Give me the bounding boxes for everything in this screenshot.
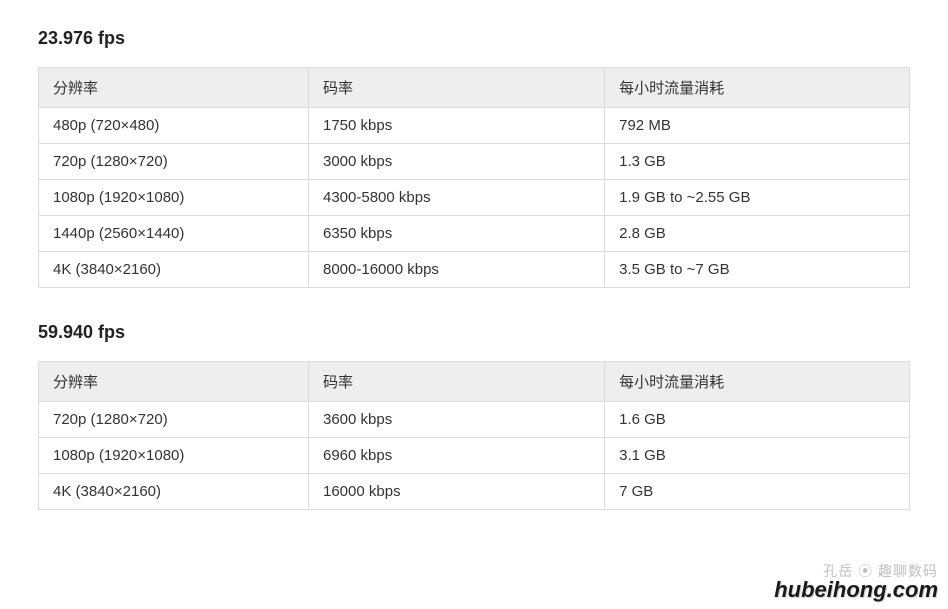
section-title-1: 59.940 fps <box>38 322 910 343</box>
cell-resolution: 1440p (2560×1440) <box>39 216 309 252</box>
table-row: 1440p (2560×1440) 6350 kbps 2.8 GB <box>39 216 910 252</box>
table-23-976-fps: 分辨率 码率 每小时流量消耗 480p (720×480) 1750 kbps … <box>38 67 910 288</box>
watermark-line2: hubeihong.com <box>774 577 938 603</box>
table-row: 1080p (1920×1080) 6960 kbps 3.1 GB <box>39 438 910 474</box>
cell-data-usage: 1.3 GB <box>605 144 910 180</box>
cell-resolution: 480p (720×480) <box>39 108 309 144</box>
cell-data-usage: 1.6 GB <box>605 402 910 438</box>
cell-bitrate: 16000 kbps <box>309 474 605 510</box>
col-header-data-usage: 每小时流量消耗 <box>605 68 910 108</box>
page-container: 23.976 fps 分辨率 码率 每小时流量消耗 480p (720×480)… <box>0 0 948 530</box>
table-header-row: 分辨率 码率 每小时流量消耗 <box>39 362 910 402</box>
cell-resolution: 4K (3840×2160) <box>39 474 309 510</box>
table-row: 4K (3840×2160) 8000-16000 kbps 3.5 GB to… <box>39 252 910 288</box>
cell-resolution: 4K (3840×2160) <box>39 252 309 288</box>
watermark: 孔岳 ⦿ 趣聊数码 hubeihong.com <box>774 561 938 603</box>
cell-bitrate: 4300-5800 kbps <box>309 180 605 216</box>
cell-resolution: 720p (1280×720) <box>39 144 309 180</box>
table-header-row: 分辨率 码率 每小时流量消耗 <box>39 68 910 108</box>
cell-resolution: 720p (1280×720) <box>39 402 309 438</box>
table-row: 4K (3840×2160) 16000 kbps 7 GB <box>39 474 910 510</box>
col-header-resolution: 分辨率 <box>39 362 309 402</box>
cell-data-usage: 2.8 GB <box>605 216 910 252</box>
cell-data-usage: 3.1 GB <box>605 438 910 474</box>
col-header-bitrate: 码率 <box>309 68 605 108</box>
cell-bitrate: 1750 kbps <box>309 108 605 144</box>
cell-bitrate: 3000 kbps <box>309 144 605 180</box>
cell-resolution: 1080p (1920×1080) <box>39 438 309 474</box>
col-header-bitrate: 码率 <box>309 362 605 402</box>
cell-bitrate: 6960 kbps <box>309 438 605 474</box>
cell-bitrate: 8000-16000 kbps <box>309 252 605 288</box>
table-row: 480p (720×480) 1750 kbps 792 MB <box>39 108 910 144</box>
table-row: 720p (1280×720) 3000 kbps 1.3 GB <box>39 144 910 180</box>
cell-bitrate: 3600 kbps <box>309 402 605 438</box>
table-59-940-fps: 分辨率 码率 每小时流量消耗 720p (1280×720) 3600 kbps… <box>38 361 910 510</box>
cell-data-usage: 792 MB <box>605 108 910 144</box>
watermark-line1: 孔岳 ⦿ 趣聊数码 <box>774 561 938 581</box>
cell-resolution: 1080p (1920×1080) <box>39 180 309 216</box>
cell-bitrate: 6350 kbps <box>309 216 605 252</box>
table-row: 720p (1280×720) 3600 kbps 1.6 GB <box>39 402 910 438</box>
col-header-data-usage: 每小时流量消耗 <box>605 362 910 402</box>
section-title-0: 23.976 fps <box>38 28 910 49</box>
table-row: 1080p (1920×1080) 4300-5800 kbps 1.9 GB … <box>39 180 910 216</box>
cell-data-usage: 7 GB <box>605 474 910 510</box>
col-header-resolution: 分辨率 <box>39 68 309 108</box>
cell-data-usage: 3.5 GB to ~7 GB <box>605 252 910 288</box>
cell-data-usage: 1.9 GB to ~2.55 GB <box>605 180 910 216</box>
